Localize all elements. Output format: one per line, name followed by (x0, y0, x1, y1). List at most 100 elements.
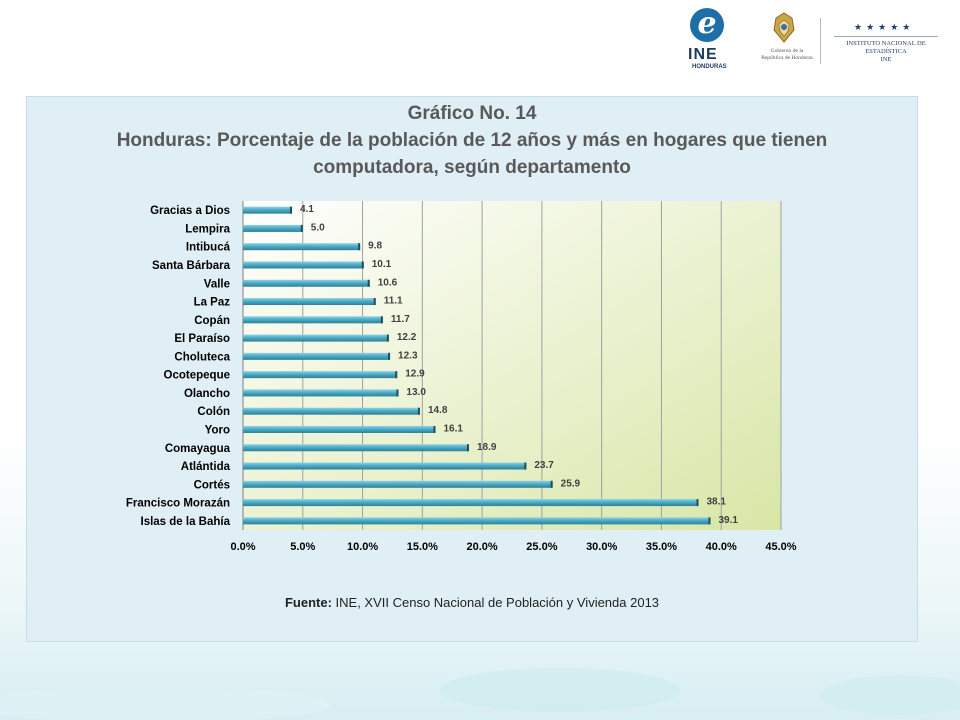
data-label: 5.0 (311, 222, 325, 233)
bar-end-cap (708, 517, 711, 525)
bar (243, 316, 383, 324)
category-label: Ocotepeque (164, 370, 230, 382)
chart-subtitle-line2: computadora, según departamento (313, 157, 631, 178)
category-label: Copán (194, 315, 230, 327)
data-label: 4.1 (300, 204, 314, 215)
source-label: Fuente: (284, 595, 332, 610)
chart-title: Gráfico No. 14 (407, 103, 537, 124)
category-label: Lempira (185, 223, 230, 235)
bar-end-cap (373, 298, 376, 306)
x-tick-label: 5.0% (290, 541, 315, 553)
category-label: Intibucá (186, 242, 231, 254)
instituto-logo-line3: INE (880, 56, 892, 63)
category-label: El Paraíso (174, 333, 230, 345)
x-tick-label: 25.0% (526, 541, 557, 553)
bar (243, 371, 398, 379)
bar (243, 261, 364, 269)
instituto-logo-text: INSTITUTO NACIONAL DE ESTADÍSTICA INE (834, 40, 938, 64)
x-tick-label: 15.0% (407, 541, 438, 553)
category-label: Atlántida (181, 461, 231, 473)
category-label: Islas de la Bahía (141, 516, 231, 528)
data-label: 10.6 (378, 277, 398, 288)
x-tick-label: 10.0% (347, 541, 378, 553)
source-text: INE, XVII Censo Nacional de Población y … (331, 595, 660, 610)
instituto-logo: ★★★★★ INSTITUTO NACIONAL DE ESTADÍSTICA … (820, 14, 938, 74)
bar (243, 334, 389, 342)
category-label: Valle (204, 278, 230, 290)
category-labels: Gracias a Dios Lempira Intibucá Santa Bárba… (126, 205, 231, 528)
source-note: Fuente: INE, XVII Censo Nacional de Pobl… (26, 595, 918, 610)
chart-title-block: Gráfico No. 14 Honduras: Porcentaje de l… (26, 100, 918, 181)
data-label: 11.1 (384, 296, 403, 307)
bar-end-cap (388, 352, 391, 360)
bar-end-cap (550, 480, 553, 488)
bar-end-cap (358, 243, 361, 251)
data-label: 9.8 (368, 241, 382, 252)
data-label: 12.3 (398, 350, 418, 361)
category-label: Choluteca (174, 351, 230, 363)
bar (243, 389, 399, 397)
bar-end-cap (290, 206, 293, 214)
gobierno-logo: Gobierno de la República de Honduras (756, 10, 816, 70)
instituto-logo-line1: INSTITUTO NACIONAL DE (846, 40, 926, 47)
x-tick-label: 35.0% (646, 541, 677, 553)
bar (243, 206, 293, 214)
data-label: 18.9 (477, 442, 497, 453)
data-label: 11.7 (391, 314, 410, 325)
category-label: Santa Bárbara (152, 260, 231, 272)
bar-end-cap (380, 316, 383, 324)
plot-area (243, 201, 781, 530)
bar-end-cap (524, 462, 527, 470)
chart-subtitle-line1: Honduras: Porcentaje de la población de … (116, 130, 828, 151)
bar-end-cap (386, 334, 389, 342)
gobierno-logo-line1: Gobierno de la (770, 48, 804, 54)
ine-logo: e INE HONDURAS (686, 6, 736, 72)
logo-rule (834, 36, 938, 37)
bar (243, 407, 420, 415)
category-label: Yoro (205, 424, 230, 436)
bar (243, 517, 711, 525)
coat-of-arms-icon (773, 12, 795, 43)
data-label: 14.8 (428, 405, 448, 416)
logo-divider (820, 18, 821, 64)
category-label: Francisco Morazán (126, 498, 230, 510)
instituto-logo-line2: ESTADÍSTICA (865, 48, 907, 55)
bar (243, 499, 699, 507)
x-tick-label: 30.0% (586, 541, 617, 553)
bar-end-cap (433, 425, 436, 433)
category-label: Gracias a Dios (150, 205, 230, 217)
data-label: 12.9 (405, 369, 425, 380)
data-label: 13.0 (406, 387, 426, 398)
data-label: 16.1 (443, 423, 463, 434)
stars-icon: ★★★★★ (854, 22, 915, 32)
gobierno-logo-text: Gobierno de la República de Honduras (756, 48, 818, 62)
category-label: La Paz (194, 297, 231, 309)
bar-end-cap (417, 407, 420, 415)
data-label: 23.7 (534, 460, 554, 471)
gridlines (242, 201, 782, 530)
data-label: 25.9 (561, 478, 581, 489)
bar-end-cap (396, 389, 399, 397)
data-labels: 4.1 5.0 9.8 10.1 10.6 11.1 11.7 12.2 12.3 12.9 13.… (300, 204, 738, 526)
category-label: Colón (197, 406, 230, 418)
ine-logo-subtext: HONDURAS (692, 64, 727, 70)
bar-end-cap (466, 444, 469, 452)
category-label: Cortés (194, 479, 230, 491)
data-label: 12.2 (397, 332, 417, 343)
bar-end-cap (361, 261, 364, 269)
category-label: Comayagua (165, 443, 231, 455)
bar (243, 224, 303, 232)
bar (243, 352, 391, 360)
bar (243, 480, 553, 488)
data-label: 39.1 (718, 515, 738, 526)
bars (243, 206, 711, 525)
category-label: Olancho (184, 388, 230, 400)
x-tick-label: 0.0% (230, 541, 255, 553)
bar (243, 243, 361, 251)
x-tick-label: 20.0% (467, 541, 498, 553)
bar (243, 298, 376, 306)
x-tick-labels: 0.0% 5.0% 10.0% 15.0% 20.0% 25.0% 30.0% 35.0% 40… (230, 541, 796, 553)
bar-end-cap (696, 499, 699, 507)
data-label: 10.1 (372, 259, 392, 270)
